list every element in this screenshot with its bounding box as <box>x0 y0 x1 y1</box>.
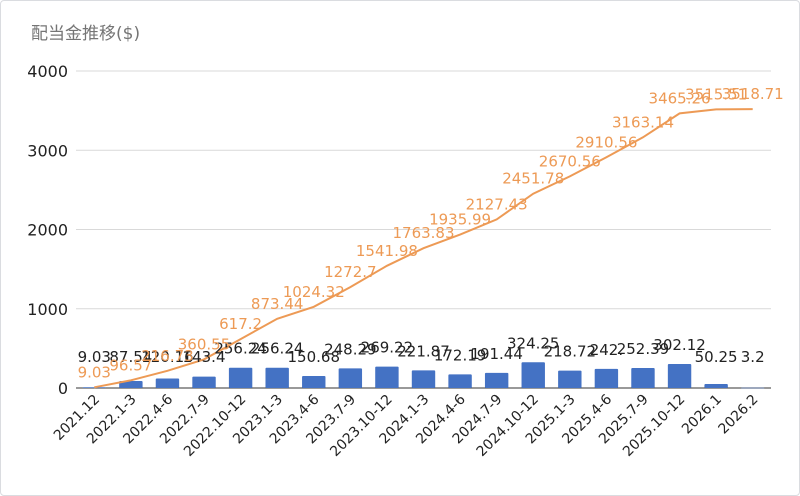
bar-data-label: 191.44 <box>470 345 523 363</box>
bar <box>631 367 655 388</box>
bar <box>375 366 399 388</box>
line-data-label: 1763.83 <box>392 224 454 242</box>
bar <box>411 370 436 388</box>
bar-data-label: 252.39 <box>617 340 670 358</box>
line-data-label: 2127.43 <box>466 195 528 213</box>
line-data-label: 2910.56 <box>575 133 637 151</box>
bar <box>119 381 143 388</box>
bar-data-label: 87.54 <box>109 348 152 366</box>
bar <box>155 378 180 388</box>
x-tick-label: 2026.1 <box>679 392 725 438</box>
bar-data-label: 120.16 <box>141 348 194 366</box>
bar-data-label: 150.68 <box>288 348 341 366</box>
bar-data-label: 269.22 <box>361 339 414 357</box>
bar <box>448 374 472 388</box>
bar-data-label: 50.25 <box>695 348 738 366</box>
bar <box>667 364 692 388</box>
bar-data-label: 3.2 <box>741 348 765 366</box>
bar <box>82 387 106 388</box>
chart-title: 配当金推移($) <box>31 24 141 44</box>
x-tick-label: 2026.2 <box>716 392 762 438</box>
bar-data-label: 248.29 <box>324 340 377 358</box>
bar-data-label: 221.87 <box>397 342 450 360</box>
bar <box>228 367 253 388</box>
line-data-label: 2451.78 <box>502 170 564 188</box>
line-data-label: 1935.99 <box>429 211 491 229</box>
bar <box>265 367 289 388</box>
bar <box>704 384 728 388</box>
bar <box>594 368 619 388</box>
bar <box>521 362 545 388</box>
bar <box>192 376 216 388</box>
line-data-label: 360.55 <box>178 335 231 353</box>
bar <box>484 372 509 388</box>
line-data-label: 96.57 <box>109 356 152 374</box>
line-data-label: 3163.14 <box>612 113 674 131</box>
bar <box>558 370 582 388</box>
line-data-label: 216.73 <box>141 347 194 365</box>
bar-data-label: 242. <box>590 341 623 359</box>
bar-data-label: 256.24 <box>251 340 304 358</box>
line-data-label: 3515.51 <box>685 85 747 103</box>
line-data-label: 1272.7 <box>324 263 377 281</box>
y-tick-label: 4000 <box>27 62 68 81</box>
y-tick-label: 1000 <box>27 300 68 319</box>
bar <box>741 387 765 389</box>
bar-data-label: 172.19 <box>434 346 487 364</box>
line-data-label: 1024.32 <box>283 283 345 301</box>
y-tick-label: 0 <box>58 379 68 398</box>
line-data-label: 617.2 <box>219 315 262 333</box>
line-data-label: 9.03 <box>78 363 111 381</box>
line-data-label: 2670.56 <box>539 152 601 170</box>
bar-data-label: 302.12 <box>653 336 706 354</box>
line-data-label: 3518.71 <box>722 85 784 103</box>
bar-data-label: 143.4 <box>183 348 226 366</box>
bar <box>338 368 363 388</box>
cumulative-line <box>94 108 753 389</box>
line-data-label: 1541.98 <box>356 242 418 260</box>
bar-data-label: 9.03 <box>78 348 111 366</box>
line-data-label: 3465.26 <box>649 89 711 107</box>
line-data-label: 873.44 <box>251 295 304 313</box>
bar-data-label: 324.25 <box>507 334 560 352</box>
bar-data-label: 256.24 <box>214 340 267 358</box>
y-tick-label: 2000 <box>27 221 68 240</box>
bar-data-label: 218.72 <box>544 343 597 361</box>
bar <box>302 376 326 388</box>
y-tick-label: 3000 <box>27 141 68 160</box>
